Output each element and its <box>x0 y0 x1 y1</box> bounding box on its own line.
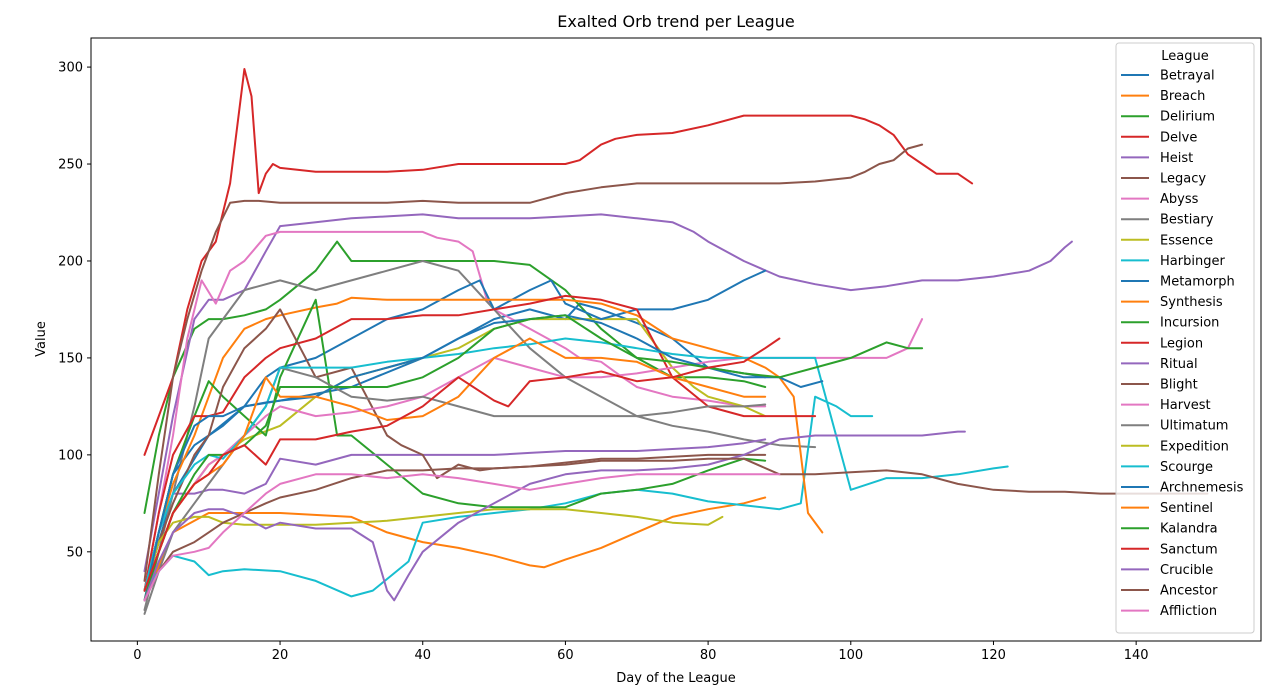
y-tick-label: 250 <box>58 158 83 173</box>
legend-item-label: Affliction <box>1160 604 1217 619</box>
legend-item-label: Sentinel <box>1160 501 1213 516</box>
legend-item-label: Scourge <box>1160 460 1213 475</box>
legend-item-label: Legion <box>1160 336 1203 351</box>
legend-title: League <box>1161 49 1208 64</box>
series-line-blight <box>143 308 767 592</box>
x-tick-label: 100 <box>838 648 863 663</box>
x-tick-label: 20 <box>272 648 289 663</box>
legend-item-label: Expedition <box>1160 439 1229 454</box>
series-line-affliction <box>143 473 781 602</box>
series-line-ultimatum <box>143 366 767 615</box>
legend-item-label: Ritual <box>1160 357 1198 372</box>
legend-frame <box>1115 42 1255 634</box>
legend-item-label: Sanctum <box>1160 542 1218 557</box>
legend-item-label: Heist <box>1160 151 1193 166</box>
series-line-ancestor <box>143 457 1209 602</box>
y-axis: 50 100 150 200 250 300 <box>58 61 91 560</box>
legend-item-label: Metamorph <box>1160 275 1235 290</box>
legend-item-label: Kalandra <box>1160 522 1218 537</box>
y-tick-label: 150 <box>58 351 83 366</box>
chart-title: Exalted Orb trend per League <box>557 12 794 31</box>
series-line-heist <box>143 213 1073 573</box>
legend-item-label: Betrayal <box>1160 69 1215 84</box>
series-line-delve <box>143 68 974 456</box>
series-line-legion <box>143 294 817 592</box>
legend-item-label: Delve <box>1160 130 1197 145</box>
series-line-synthesis <box>143 296 824 592</box>
series-line-abyss <box>143 230 767 592</box>
y-tick-label: 50 <box>66 545 83 560</box>
series-line-sanctum <box>143 337 781 592</box>
legend-item-label: Bestiary <box>1160 213 1214 228</box>
plot-area <box>90 37 1262 642</box>
x-tick-label: 0 <box>133 648 141 663</box>
legend-item-label: Breach <box>1160 89 1205 104</box>
y-tick-label: 100 <box>58 448 83 463</box>
legend-item-label: Essence <box>1160 233 1213 248</box>
series-line-incursion <box>143 298 767 592</box>
x-axis: 0 20 40 60 80 100 120 140 <box>133 641 1149 663</box>
series-line-sentinel <box>143 337 767 592</box>
legend-item-label: Delirium <box>1160 110 1215 125</box>
legend-item-label: Incursion <box>1160 316 1219 331</box>
legend-item-label: Archnemesis <box>1160 481 1244 496</box>
legend-item-label: Ultimatum <box>1160 419 1228 434</box>
legend-item-label: Harbinger <box>1160 254 1225 269</box>
x-axis-label: Day of the League <box>616 671 735 686</box>
legend: League Betrayal Breach Delirium Delve Heist L… <box>1115 42 1255 634</box>
x-tick-label: 120 <box>981 648 1006 663</box>
plot-frame <box>90 37 1262 642</box>
series-line-delirium <box>143 240 767 514</box>
legend-item-label: Ancestor <box>1160 584 1218 599</box>
series-layer <box>143 68 1209 615</box>
x-tick-label: 40 <box>414 648 431 663</box>
series-line-legacy <box>143 143 924 582</box>
x-tick-label: 140 <box>1124 648 1149 663</box>
legend-item-label: Legacy <box>1160 172 1206 187</box>
series-line-expedition <box>143 508 724 592</box>
series-line-metamorph <box>143 269 767 592</box>
legend-item-label: Harvest <box>1160 398 1211 413</box>
legend-item-label: Synthesis <box>1160 295 1223 310</box>
series-line-bestiary <box>143 260 817 611</box>
y-tick-label: 200 <box>58 254 83 269</box>
series-line-harvest <box>143 318 924 592</box>
series-line-kalandra <box>143 314 924 602</box>
legend-items: Betrayal Breach Delirium Delve Heist Legacy Ab… <box>1121 69 1244 619</box>
x-tick-label: 60 <box>557 648 574 663</box>
series-line-harbinger <box>143 395 874 598</box>
y-axis-label: Value <box>34 321 49 357</box>
y-tick-label: 300 <box>58 61 83 76</box>
legend-item-label: Crucible <box>1160 563 1213 578</box>
legend-item-label: Blight <box>1160 378 1198 393</box>
series-line-crucible <box>143 430 966 602</box>
legend-item-label: Abyss <box>1160 192 1199 207</box>
x-tick-label: 80 <box>700 648 717 663</box>
